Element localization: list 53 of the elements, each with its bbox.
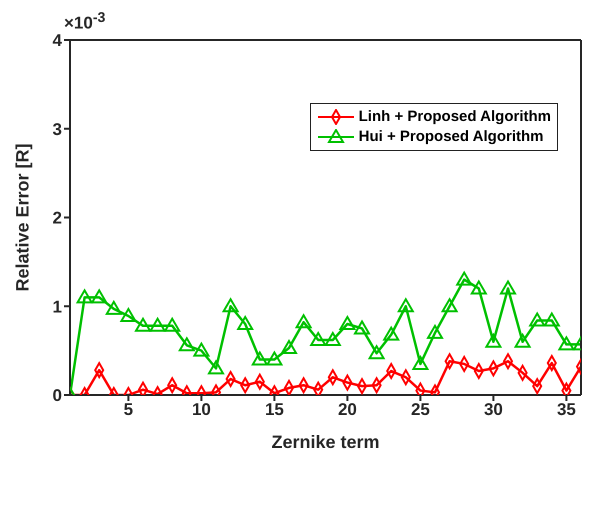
x-tick-label: 15 [264,400,284,420]
point [456,272,472,286]
legend-label: Linh + Proposed Algorithm [358,107,551,127]
point [383,326,400,341]
point [398,298,414,312]
point [412,356,428,370]
x-tick-label: 25 [410,400,430,420]
point [106,300,122,315]
point [266,352,282,366]
y-tick-label: 4 [52,31,63,50]
point [222,298,239,312]
point [135,318,151,332]
y-tick-label: 1 [52,297,62,316]
point [178,337,195,352]
point [442,298,458,312]
point [529,312,546,326]
point [164,318,180,332]
x-tick-label: 20 [338,400,357,420]
point [150,318,166,332]
y-tick-label: 2 [52,208,62,228]
point [558,336,574,350]
text: ×10$^{-3}$ [64,10,106,34]
x-axis-title: Zernike term [271,432,380,452]
point [138,382,148,395]
point [91,289,108,304]
y-axis-title: Relative Error [R] [12,143,32,292]
point [76,289,93,304]
point [500,280,516,294]
point [120,308,136,322]
point [368,345,385,360]
point [339,316,356,330]
point [324,332,341,346]
point [252,352,268,366]
point [427,324,443,339]
y-tick-label: 0 [52,386,62,406]
x-tick-label: 35 [556,400,576,420]
point [310,332,326,346]
point [485,334,502,348]
point [208,360,224,374]
x-tick-label: 10 [192,400,211,420]
x-tick-label: 30 [484,400,503,420]
point [514,334,531,348]
point [544,312,560,326]
point [237,316,254,330]
point [470,280,487,294]
x-tick-label: 5 [124,400,134,420]
y-tick-label: 3 [52,120,62,139]
point [354,320,370,334]
point [193,342,210,357]
point [296,314,312,328]
point [281,340,297,354]
legend-label: Hui + Proposed Algorithm [358,127,544,147]
point [313,382,324,395]
